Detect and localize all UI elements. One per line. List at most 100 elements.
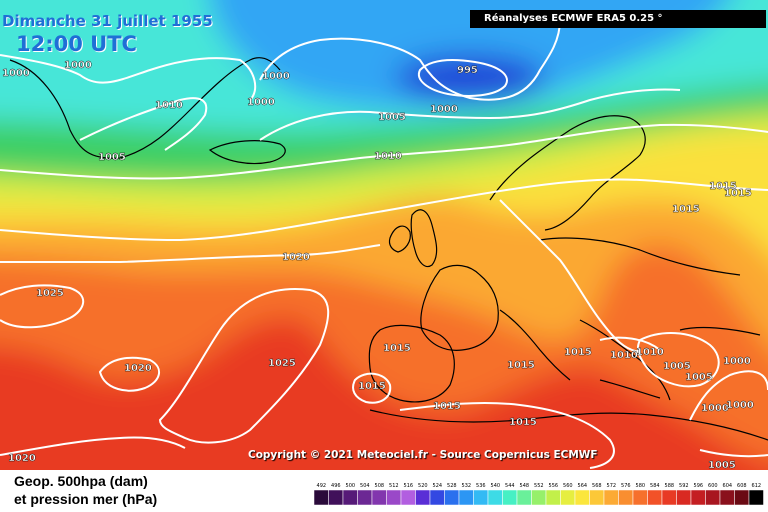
isobar-1000-east: [689, 370, 768, 421]
scale-tick-label: 584: [650, 483, 660, 489]
scale-swatch: [444, 489, 460, 506]
isobar-1015-med: [399, 401, 615, 469]
isobar-1005-west: [79, 97, 208, 151]
isobar-label: 1000: [701, 403, 729, 414]
scale-swatch: [560, 489, 576, 506]
scale-swatch: [690, 489, 706, 506]
scale-tick-label: 508: [375, 483, 385, 489]
isobar-label: 1015: [564, 347, 592, 358]
scale-swatch: [719, 489, 735, 506]
source-label: Réanalyses ECMWF ERA5 0.25 °: [470, 10, 766, 28]
scale-tick-label: 560: [563, 483, 573, 489]
isobar-label: 1025: [268, 358, 296, 369]
coast-iceland: [208, 140, 286, 165]
scale-swatch: [574, 489, 590, 506]
coast-italy: [499, 309, 571, 381]
scale-tick-label: 596: [694, 483, 704, 489]
scale-tick-label: 492: [317, 483, 327, 489]
coast-iberia: [368, 324, 455, 403]
isobar-label: 1005: [378, 112, 406, 123]
isobar-label: 1010: [374, 151, 402, 162]
isobar-1020-small: [98, 356, 160, 392]
isobar-label: 1000: [262, 71, 290, 82]
isobar-1025-high: [158, 288, 330, 444]
isobar-label: 1000: [430, 104, 458, 115]
scale-swatch: [632, 489, 648, 506]
scale-swatch: [618, 489, 634, 506]
scale-swatch: [603, 489, 619, 506]
legend-subtitle: et pression mer (hPa): [14, 491, 158, 507]
scale-swatch: [502, 489, 518, 506]
scale-swatch: [705, 489, 721, 506]
scale-swatch: [415, 489, 431, 506]
coast-ireland: [388, 225, 411, 253]
isobar-label: 1010: [610, 350, 638, 361]
coast-balkans: [579, 319, 671, 401]
isobar-1005-south: [699, 449, 768, 458]
coast-aegean: [599, 379, 661, 399]
isobar-1025-west: [0, 284, 85, 329]
map-time: 12:00 UTC: [16, 32, 137, 56]
geopotential-map: 995 1000 1000 1000 1000 1000 1010 1005 1…: [0, 0, 768, 470]
isobar-label: 1015: [433, 401, 461, 412]
isobar-label: 1020: [124, 363, 152, 374]
isobar-label: 995: [457, 65, 478, 76]
scale-swatch: [589, 489, 605, 506]
scale-tick-label: 580: [636, 483, 646, 489]
legend-panel: Geop. 500hpa (dam) et pression mer (hPa)…: [0, 470, 768, 512]
scale-tick-label: 516: [404, 483, 414, 489]
isobar-1015: [0, 178, 768, 242]
scale-tick-label: 604: [723, 483, 733, 489]
isobar-1020-south: [0, 436, 186, 456]
isobar-label: 1005: [685, 372, 713, 383]
isobar-label: 1015: [724, 188, 752, 199]
isobar-label: 1020: [8, 453, 36, 464]
isobar-1015-iberia: [352, 372, 392, 404]
scale-swatch: [661, 489, 677, 506]
isobar-label: 1015: [672, 204, 700, 215]
map-date: Dimanche 31 juillet 1955: [2, 12, 213, 30]
scale-swatch: [357, 489, 373, 506]
scale-tick-label: 544: [505, 483, 515, 489]
scale-swatch: [386, 489, 402, 506]
scale-tick-label: 556: [549, 483, 559, 489]
isobar-label: 1010: [155, 100, 183, 111]
color-scale: 492 496 500 504 508 512 516 520 524 528 532 536 540 5…: [313, 483, 764, 506]
coast-baltic: [539, 237, 741, 276]
scale-swatch: [647, 489, 663, 506]
coast-black-sea: [679, 326, 761, 336]
scale-tick-label: 500: [346, 483, 356, 489]
isobar-1005-east: [636, 332, 720, 388]
scale-swatch: [400, 489, 416, 506]
scale-swatch: [328, 489, 344, 506]
isobar-1005: [259, 88, 681, 141]
scale-tick-label: 612: [752, 483, 762, 489]
isobar-label: 1015: [383, 343, 411, 354]
scale-swatch: [429, 489, 445, 506]
isobar-label: 1025: [36, 288, 64, 299]
isobar-label: 1000: [726, 400, 754, 411]
copyright-text: Copyright © 2021 Meteociel.fr - Source C…: [248, 449, 598, 461]
coast-france: [420, 264, 499, 351]
coast-britain: [410, 209, 438, 268]
scale-swatch: [531, 489, 547, 506]
isobar-label: 1010: [636, 347, 664, 358]
isobar-label: 1020: [282, 252, 310, 263]
scale-tick-label: 600: [708, 483, 718, 489]
isobar-label: 1000: [247, 97, 275, 108]
coastlines: [9, 57, 768, 441]
scale-swatch: [545, 489, 561, 506]
scale-tick-label: 528: [447, 483, 457, 489]
isobar-label: 1005: [98, 152, 126, 163]
isobar-1020: [0, 244, 381, 263]
scale-tick-label: 540: [491, 483, 501, 489]
scale-tick-label: 520: [418, 483, 428, 489]
scale-swatch: [458, 489, 474, 506]
scale-tick-label: 504: [360, 483, 370, 489]
scale-swatch: [371, 489, 387, 506]
scale-tick-label: 548: [520, 483, 530, 489]
coast-greenland: [9, 57, 281, 159]
scale-tick-label: 532: [462, 483, 472, 489]
scale-swatch: [676, 489, 692, 506]
isobar-label: 1005: [663, 361, 691, 372]
